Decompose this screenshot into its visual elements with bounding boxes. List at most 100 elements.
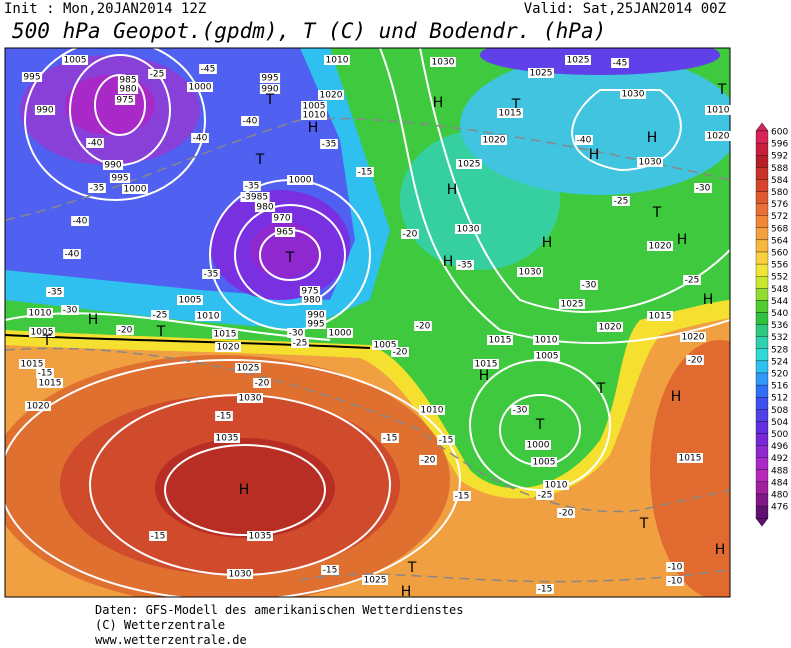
isoline-label: -25: [685, 276, 700, 286]
label-box: [235, 363, 261, 373]
colorbar-swatch: [755, 130, 769, 144]
pressure-center: T: [717, 82, 727, 98]
isoline-label: 1015: [214, 330, 237, 340]
label-box: [271, 213, 293, 223]
colorbar-swatch: [755, 227, 769, 241]
colorbar-swatch: [755, 397, 769, 410]
label-box: [202, 269, 220, 279]
colorbar-label: 540: [771, 309, 788, 319]
colorbar-label: 572: [771, 212, 788, 222]
init-time: Init : Mon,20JAN2014 12Z: [4, 1, 206, 17]
isoline-label: -25: [538, 491, 553, 501]
label-box: [215, 342, 241, 352]
isoline-label: -30: [289, 329, 304, 339]
label-box: [430, 57, 456, 67]
pressure-center: H: [401, 584, 412, 600]
isoline-label: 1000: [329, 329, 352, 339]
label-box: [151, 310, 169, 320]
pressure-center: H: [715, 542, 726, 558]
label-box: [419, 455, 437, 465]
label-box: [327, 328, 353, 338]
isoline-label: 1035: [216, 434, 239, 444]
isoline-label: -40: [73, 217, 88, 227]
pressure-center: H: [88, 312, 99, 328]
label-box: [612, 196, 630, 206]
isoline-label: -25: [293, 339, 308, 349]
label-box: [372, 340, 398, 350]
isoline-label: -35: [204, 270, 219, 280]
isoline-label: 990: [104, 161, 121, 171]
label-box: [148, 69, 166, 79]
isoline-label: -15: [455, 492, 470, 502]
isoline-label: 1015: [679, 454, 702, 464]
purple-core: [65, 75, 155, 135]
label-box: [36, 368, 54, 378]
isoline-label: 1005: [533, 458, 556, 468]
label-box: [287, 328, 305, 338]
pressure-center: H: [447, 182, 458, 198]
isoline-label: 1000: [527, 441, 550, 451]
isoline-label: 1000: [189, 83, 212, 93]
isoline-label: 1025: [561, 300, 584, 310]
colorbar-label: 560: [771, 249, 788, 259]
isoline-label: -15: [217, 412, 232, 422]
label-box: [534, 351, 560, 361]
colorbar-swatch: [755, 384, 769, 398]
colorbar-label: 516: [771, 382, 788, 392]
isoline-label: 1025: [567, 56, 590, 66]
isoline-label: -15: [38, 369, 53, 379]
isoline-label: 1015: [499, 109, 522, 119]
isoline-label: 1010: [535, 336, 558, 346]
label-box: [237, 393, 263, 403]
isoline-label: 1025: [530, 69, 553, 79]
colorbar: 600 596 592 588 584 580 576 572 568 564 560 556 552 5…: [755, 122, 788, 527]
colorbar-label: 504: [771, 418, 788, 428]
isoline-label: 1000: [289, 176, 312, 186]
label-box: [321, 565, 339, 575]
isoline-label: 990: [307, 311, 324, 321]
footer-line: (C) Wetterzentrale: [95, 618, 225, 632]
label-box: [456, 159, 482, 169]
colorbar-swatch: [755, 433, 769, 446]
colorbar-label: 500: [771, 430, 788, 440]
label-box: [61, 305, 79, 315]
isoline-label: -30: [513, 406, 528, 416]
pressure-center: T: [285, 250, 295, 266]
isoline-label: 1025: [237, 364, 260, 374]
pressure-center: H: [703, 292, 714, 308]
map-field: [5, 48, 730, 597]
valid-time: Valid: Sat,25JAN2014 00Z: [524, 1, 726, 17]
colorbar-swatch: [755, 167, 769, 180]
label-box: [63, 249, 81, 259]
isoline-label: 1005: [536, 352, 559, 362]
isoline-label: -35: [322, 140, 337, 150]
label-box: [401, 229, 419, 239]
pressure-center: H: [671, 389, 682, 405]
isoline-label: -20: [118, 326, 133, 336]
label-box: [686, 355, 704, 365]
label-box: [62, 55, 88, 65]
label-box: [21, 72, 43, 82]
label-box: [680, 332, 706, 342]
isoline-label: 1030: [457, 225, 480, 235]
colorbar-label: 492: [771, 454, 788, 464]
label-box: [637, 157, 663, 167]
colorbar-label: 576: [771, 200, 788, 210]
label-box: [195, 311, 221, 321]
colorbar-swatch: [755, 324, 769, 337]
isoline-label: -20: [255, 379, 270, 389]
isoline-label: -3985: [242, 193, 268, 203]
isoline-label: 1010: [545, 481, 568, 491]
isoline-label: 995: [307, 320, 324, 330]
label-box: [117, 75, 139, 85]
colorbar-swatch: [755, 203, 769, 216]
isoline-label: 990: [36, 106, 53, 116]
label-box: [301, 110, 327, 120]
pressure-center: T: [639, 516, 649, 532]
colorbar-label: 580: [771, 188, 788, 198]
label-box: [109, 173, 131, 183]
label-box: [116, 325, 134, 335]
isoline-label: 970: [273, 214, 290, 224]
label-box: [559, 299, 585, 309]
